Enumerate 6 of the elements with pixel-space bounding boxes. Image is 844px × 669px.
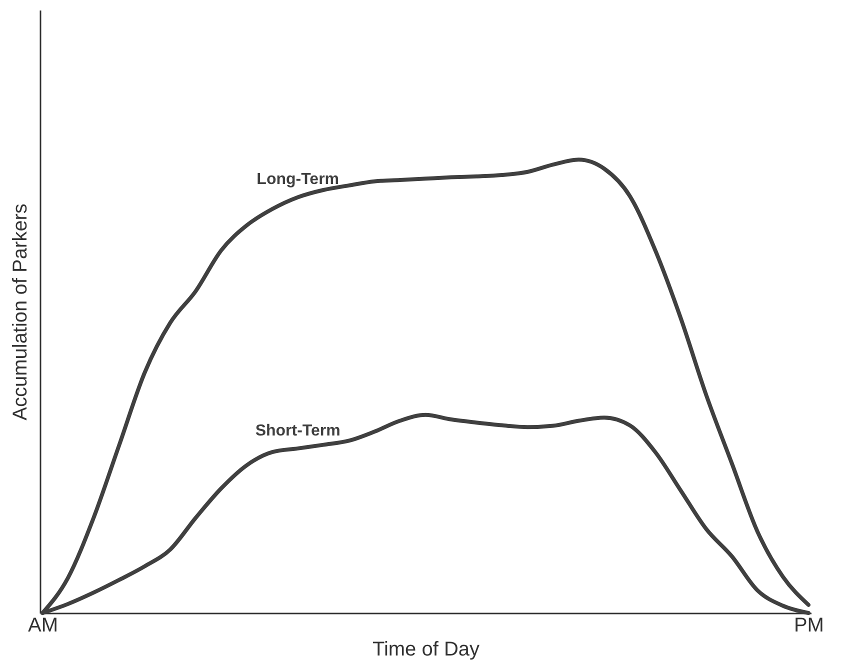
y-axis-title: Accumulation of Parkers (10, 204, 32, 420)
x-axis-title: Time of Day (372, 638, 480, 660)
series-label: Short-Term (255, 422, 340, 440)
series-label: Long-Term (256, 171, 340, 188)
x-tick-label: PM (794, 614, 824, 636)
x-tick-label: AM (28, 614, 58, 636)
